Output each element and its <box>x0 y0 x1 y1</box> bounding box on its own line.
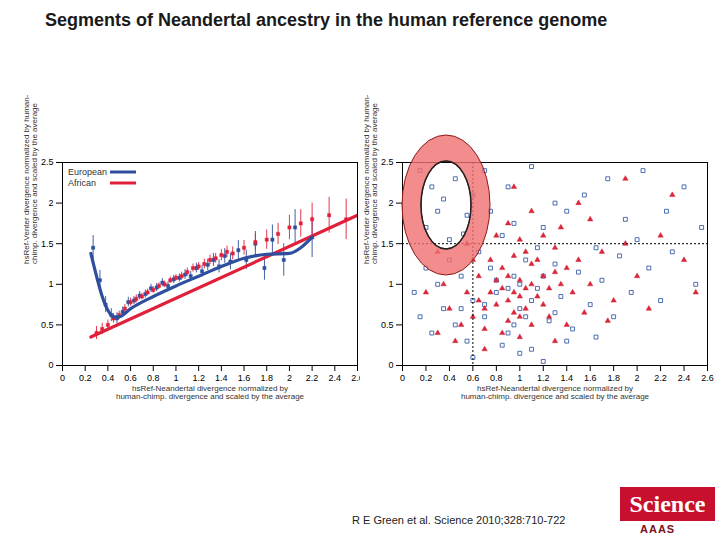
html-text:A: A <box>37 140 47 155</box>
svg-text:hsRef-Venter divergence normal: hsRef-Venter divergence normalized by hu… <box>22 94 39 264</box>
svg-text:2.4: 2.4 <box>329 373 342 383</box>
svg-text:hsRef-Venter divergence normal: hsRef-Venter divergence normalized by hu… <box>362 94 379 264</box>
svg-text:2.5: 2.5 <box>381 157 394 167</box>
html-text:B: B <box>393 140 403 155</box>
html-text:Science: Science <box>629 491 706 517</box>
svg-text:2.2: 2.2 <box>654 373 667 383</box>
svg-text:0.8: 0.8 <box>490 373 503 383</box>
svg-text:0: 0 <box>60 373 65 383</box>
svg-text:1.2: 1.2 <box>192 373 205 383</box>
svg-text:1: 1 <box>48 279 53 289</box>
svg-text:1.8: 1.8 <box>607 373 620 383</box>
svg-text:0: 0 <box>400 373 405 383</box>
svg-text:1.4: 1.4 <box>215 373 228 383</box>
svg-text:1.6: 1.6 <box>238 373 251 383</box>
svg-text:hsRef-Neandertal divergence no: hsRef-Neandertal divergence normalized b… <box>461 384 650 401</box>
svg-text:1.8: 1.8 <box>260 373 273 383</box>
html-text:Segments of Neandertal ancestr: Segments of Neandertal ancestry in the h… <box>45 10 608 30</box>
svg-text:1.2: 1.2 <box>537 373 550 383</box>
svg-text:1: 1 <box>517 373 522 383</box>
svg-text:0.4: 0.4 <box>443 373 456 383</box>
svg-text:hsRef-Neandertal divergence no: hsRef-Neandertal divergence normalized b… <box>116 384 305 401</box>
svg-text:0: 0 <box>48 360 53 370</box>
svg-text:2: 2 <box>287 373 292 383</box>
svg-text:2.5: 2.5 <box>41 157 54 167</box>
svg-text:0.8: 0.8 <box>147 373 160 383</box>
html-text:AAAS: AAAS <box>640 523 676 535</box>
svg-text:2: 2 <box>635 373 640 383</box>
svg-text:0: 0 <box>388 360 393 370</box>
svg-text:0.5: 0.5 <box>41 320 54 330</box>
svg-text:1.5: 1.5 <box>41 239 54 249</box>
svg-text:0.2: 0.2 <box>420 373 433 383</box>
svg-text:0.2: 0.2 <box>79 373 92 383</box>
svg-text:2.6: 2.6 <box>351 372 364 383</box>
svg-text:African: African <box>68 178 96 188</box>
svg-text:0.6: 0.6 <box>467 373 480 383</box>
svg-text:0.6: 0.6 <box>124 373 137 383</box>
svg-text:1.6: 1.6 <box>584 373 597 383</box>
svg-text:1: 1 <box>388 279 393 289</box>
svg-text:2.6: 2.6 <box>701 373 714 383</box>
svg-text:0.5: 0.5 <box>381 320 394 330</box>
html-text:R E Green et al. Science 2010;: R E Green et al. Science 2010;328:710-72… <box>352 514 566 526</box>
svg-text:1: 1 <box>173 373 178 383</box>
svg-text:0.4: 0.4 <box>102 373 115 383</box>
svg-text:2.4: 2.4 <box>678 373 691 383</box>
svg-text:1.4: 1.4 <box>560 373 573 383</box>
svg-text:2.2: 2.2 <box>306 373 319 383</box>
svg-text:European: European <box>68 167 107 177</box>
svg-text:1.5: 1.5 <box>381 239 394 249</box>
svg-text:2: 2 <box>48 198 53 208</box>
svg-text:2: 2 <box>388 198 393 208</box>
